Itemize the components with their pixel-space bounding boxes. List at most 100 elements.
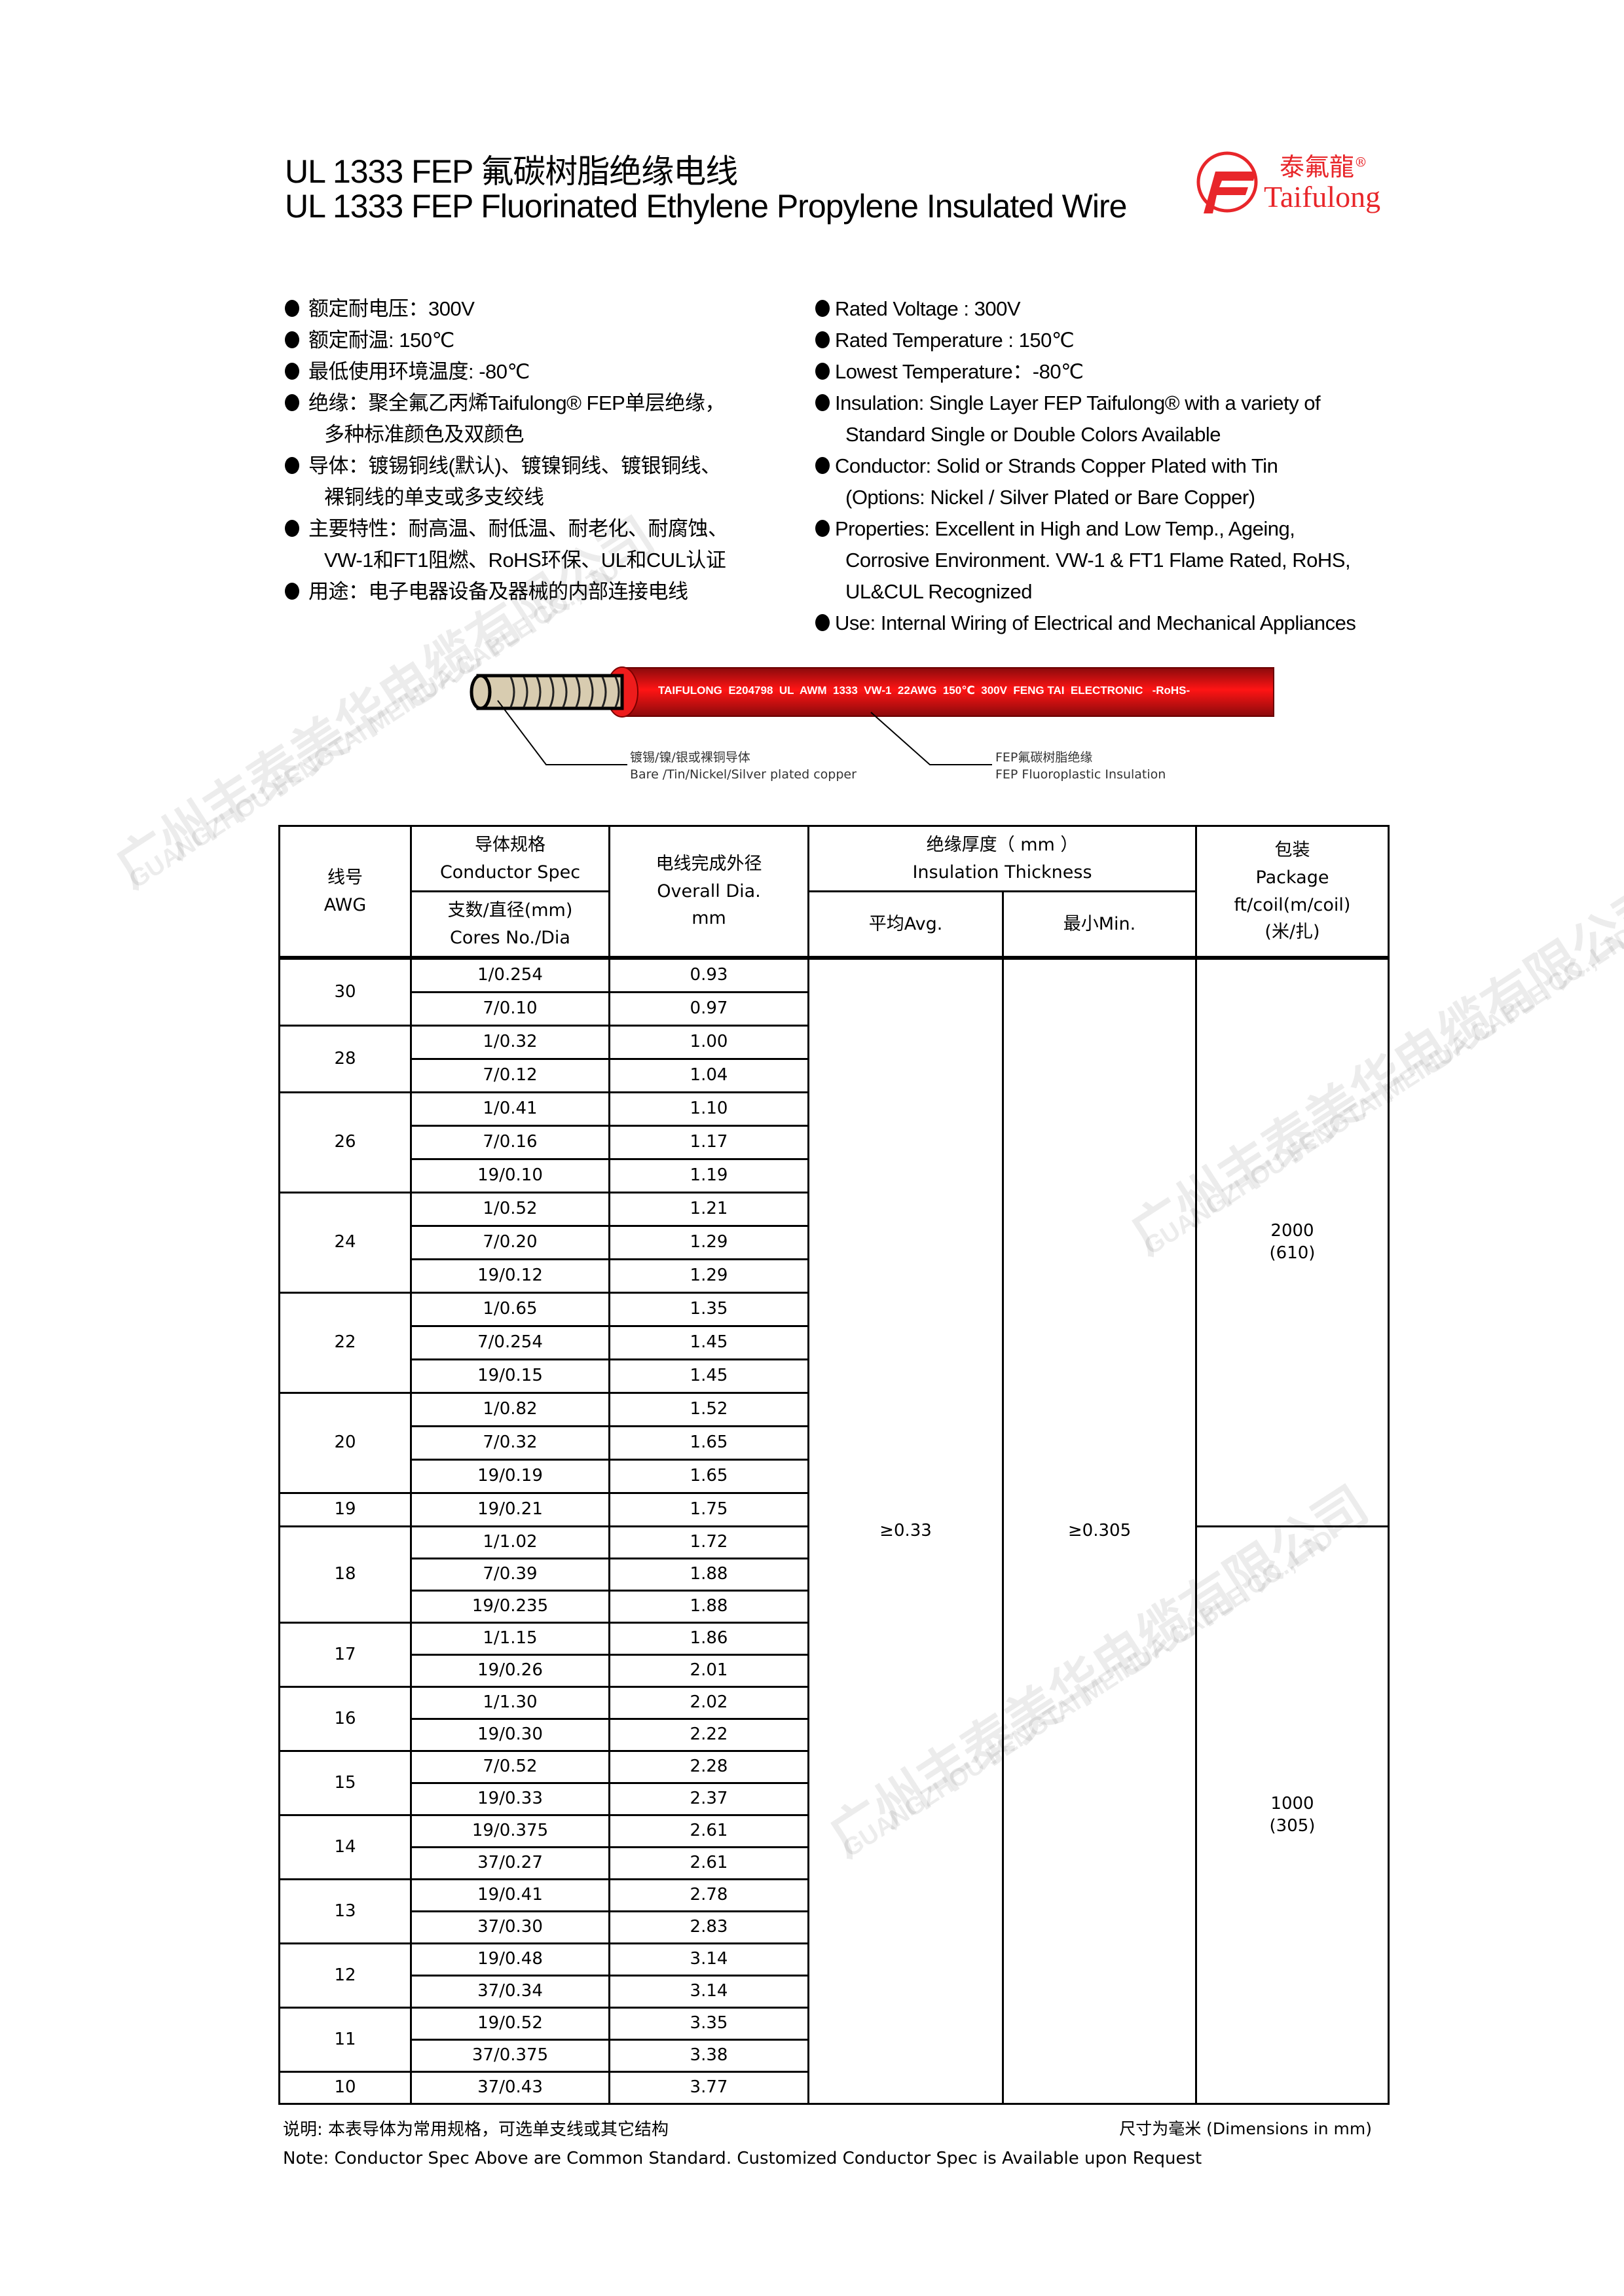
cores-cell: 37/0.30 [410,1910,610,1944]
wire-illustration: TAIFULONG E204798 UL AWM 1333 VW-1 22AWG… [465,661,1277,792]
cores-cell: 19/0.30 [410,1718,610,1752]
bullet-icon [285,300,299,317]
overall-dia-cell: 1.29 [608,1258,809,1294]
table-row: 13 19/0.41 2.78 [278,1878,1389,1944]
awg-cell: 16 [278,1686,412,1752]
table-row: 12 19/0.48 3.14 [278,1942,1389,2009]
awg-cell: 20 [278,1392,412,1494]
spec-line: Standard Single or Double Colors Availab… [815,419,1356,450]
table-row: 19/0.235 1.88 [280,1590,1389,1624]
bullet-icon [285,394,299,411]
overall-dia-cell: 3.38 [608,2039,809,2073]
table-row: 19/0.10 1.19 [280,1158,1389,1194]
cores-cell: 19/0.52 [410,2007,610,2041]
cores-cell: 7/0.16 [410,1125,610,1160]
spec-line: 最低使用环境温度: -80℃ [285,356,728,388]
table-row: 7/0.254 1.45 [280,1325,1389,1360]
logo-cn: 泰氟龍 [1280,153,1355,181]
cores-cell: 1/0.52 [410,1192,610,1227]
spec-line: Rated Temperature : 150℃ [815,325,1356,356]
awg-cell: 17 [278,1622,412,1688]
insulation-label-cn: FEP氟碳树脂绝缘 [995,750,1093,765]
spec-text: (Options: Nickel / Silver Plated or Bare… [845,486,1255,509]
spec-line: Use: Internal Wiring of Electrical and M… [815,608,1356,639]
spec-text: Rated Voltage : 300V [835,297,1021,320]
cores-cell: 19/0.12 [410,1258,610,1294]
spec-line: Conductor: Solid or Strands Copper Plate… [815,450,1356,482]
table-row: 30 1/0.254 0.93 ≥0.33 ≥0.305 2000 (610) [278,957,1390,2105]
package-cell: 1000 (305) [1195,1525,1390,2105]
header-conductor: 导体规格 Conductor Spec [410,825,610,892]
overall-dia-cell: 1.65 [608,1459,809,1494]
bullet-icon [285,520,299,537]
table-row: 7/0.32 1.65 [280,1425,1389,1461]
cores-cell: 7/0.39 [410,1558,610,1592]
cores-cell: 7/0.10 [410,991,610,1027]
conductor-end [470,674,492,710]
spec-line: 主要特性：耐高温、耐低温、耐老化、耐腐蚀、 [285,513,728,545]
spec-text: Standard Single or Double Colors Availab… [845,423,1221,446]
bullet-icon [815,520,830,537]
overall-dia-cell: 1.45 [608,1358,809,1394]
spec-text: Lowest Temperature：-80℃ [835,360,1084,383]
awg-cell: 28 [278,1025,412,1093]
overall-dia-cell: 1.52 [608,1392,809,1427]
cores-cell: 1/1.15 [410,1622,610,1656]
overall-dia-cell: 1.65 [608,1425,809,1461]
awg-cell: 14 [278,1814,412,1880]
spec-line: 额定耐电压：300V [285,293,728,325]
cores-cell: 19/0.41 [410,1878,610,1912]
overall-dia-cell: 3.77 [608,2071,809,2105]
table-body: 30 1/0.254 0.93 ≥0.33 ≥0.305 2000 (610) 7/0.10 0… [278,957,1390,2105]
cores-cell: 19/0.375 [410,1814,610,1848]
overall-dia-cell: 1.04 [608,1058,809,1093]
table-row: 7/0.12 1.04 [280,1058,1389,1093]
insulation-label: FEP氟碳树脂绝缘 FEP Fluoroplastic Insulation [995,750,1166,783]
table-row: 22 1/0.65 1.35 [278,1292,1389,1394]
header-overall-dia: 电线完成外径 Overall Dia. mm [608,825,809,960]
spec-table: 线号 AWG 导体规格 Conductor Spec 电线完成外径 Overall D… [278,825,1390,2105]
table-row: 11 19/0.52 3.35 [278,2007,1389,2073]
table-row: 7/0.39 1.88 [280,1558,1389,1592]
awg-cell: 10 [278,2071,412,2105]
insulation-avg-cell: ≥0.33 [807,957,1004,2105]
spec-text: 额定耐电压：300V [308,297,475,320]
spec-text: 额定耐温: 150℃ [308,329,454,352]
spec-text: Conductor: Solid or Strands Copper Plate… [835,454,1278,477]
table-row: 16 1/1.30 2.02 [278,1686,1389,1752]
overall-dia-cell: 2.61 [608,1846,809,1880]
spec-line: VW-1和FT1阻燃、RoHS环保、UL和CUL认证 [285,545,728,576]
header-min: 最小Min. [1002,890,1197,960]
brand-logo: 泰氟龍® Taifulong [1196,145,1386,219]
cores-cell: 7/0.12 [410,1058,610,1093]
cores-cell: 7/0.20 [410,1225,610,1260]
table-row: 37/0.34 3.14 [280,1975,1389,2009]
awg-cell: 11 [278,2007,412,2073]
overall-dia-cell: 1.45 [608,1325,809,1360]
conductor [476,674,624,710]
spec-text: Insulation: Single Layer FEP Taifulong® … [835,392,1321,414]
bullet-icon [815,331,830,348]
note-en: Note: Conductor Spec Above are Common St… [283,2149,1202,2168]
package-ft: 2000 [1270,1221,1314,1241]
logo-text-en: Taifulong [1264,180,1381,213]
wire-drawing [470,666,1274,718]
spec-line: 多种标准颜色及双颜色 [285,419,728,450]
cores-cell: 37/0.27 [410,1846,610,1880]
table-row: 18 1/1.02 1.72 1000 (305) [278,1525,1390,2105]
package-ft: 1000 [1270,1793,1314,1813]
spec-text: VW-1和FT1阻燃、RoHS环保、UL和CUL认证 [324,549,726,572]
table-row: 19 19/0.21 1.75 [278,1492,1389,1527]
cores-cell: 7/0.52 [410,1750,610,1784]
overall-dia-cell: 0.97 [608,991,809,1027]
spec-line: Rated Voltage : 300V [815,293,1356,325]
spec-text: 绝缘：聚全氟乙丙烯Taifulong® FEP单层绝缘， [308,392,725,414]
overall-dia-cell: 2.61 [608,1814,809,1848]
package-m: (305) [1269,1815,1316,1836]
conductor-label-en: Bare /Tin/Nickel/Silver plated copper [630,767,857,782]
table-row: 14 19/0.375 2.61 [278,1814,1389,1880]
table-row: 19/0.33 2.37 [280,1782,1389,1816]
overall-dia-cell: 1.35 [608,1292,809,1327]
cores-cell: 19/0.235 [410,1590,610,1624]
table-row: 15 7/0.52 2.28 [278,1750,1389,1816]
